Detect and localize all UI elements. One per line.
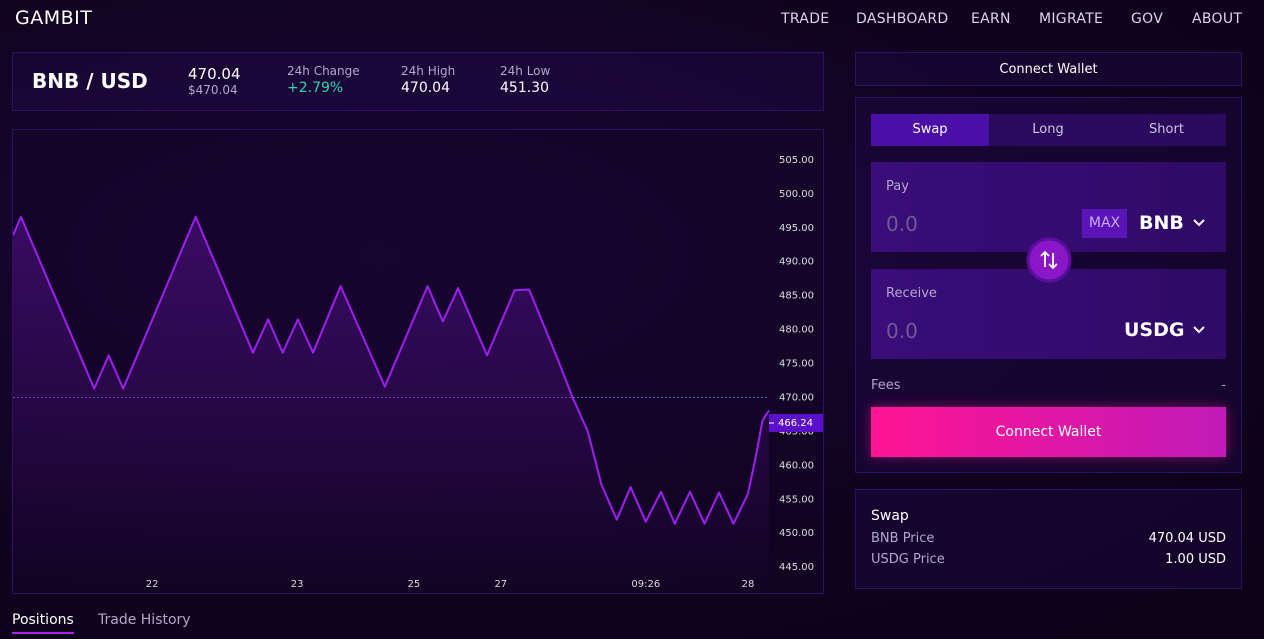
y-tick-label: 485.00 [779, 291, 814, 302]
fees-label: Fees [871, 378, 901, 393]
high: 470.04 [401, 80, 450, 96]
info-panel: Swap BNB Price 470.04 USD USDG Price 1.0… [855, 489, 1242, 589]
bottom-tab[interactable]: Positions [12, 612, 74, 634]
y-tick-label: 500.00 [779, 189, 814, 200]
price-line [13, 215, 770, 525]
change: +2.79% [287, 80, 344, 96]
y-tick-label: 450.00 [779, 528, 814, 539]
label: Receive [886, 286, 937, 301]
label: 24h Change [287, 64, 360, 78]
label: 24h Low [500, 64, 551, 78]
chevron [1193, 326, 1205, 334]
label: 24h High [401, 64, 456, 78]
current-price-box [769, 413, 823, 432]
swap-panel: Swap Long Short Pay 0.0 MAX BNB Receive … [855, 97, 1242, 473]
info-value: 1.00 USD [1165, 552, 1226, 567]
nav-link[interactable]: MIGRATE [1039, 11, 1104, 27]
receive-box: Receive 0.0 USDG [871, 269, 1226, 359]
max-button[interactable]: MAX [1082, 209, 1127, 238]
switch-button[interactable] [1026, 237, 1072, 283]
pay-input[interactable]: 0.0 [886, 212, 918, 236]
nav-link[interactable]: ABOUT [1192, 11, 1243, 27]
pair[interactable]: BNB / USD [32, 69, 148, 93]
connect-wallet[interactable]: Connect Wallet [855, 52, 1242, 86]
y-tick-label: 455.00 [779, 494, 814, 505]
fees-value: - [1221, 378, 1226, 393]
price-usd: $470.04 [188, 83, 238, 97]
info-value: 470.04 USD [1148, 531, 1226, 546]
low: 451.30 [500, 80, 549, 96]
pay-box: Pay 0.0 MAX BNB [871, 162, 1226, 252]
y-tick-label: 495.00 [779, 223, 814, 234]
tabs: Swap Long Short [871, 114, 1226, 146]
nav-link[interactable]: GOV [1131, 11, 1164, 27]
tab[interactable]: Short [1149, 122, 1184, 137]
y-tick-label: 460.00 [779, 460, 814, 471]
receive-input[interactable]: 0.0 [886, 319, 918, 343]
token-select[interactable]: USDG [1124, 319, 1185, 341]
info-label: BNB Price [871, 531, 935, 546]
token-select[interactable]: BNB [1139, 212, 1184, 234]
bottom-tab[interactable]: Trade History [98, 612, 191, 628]
y-tick-label: 480.00 [779, 325, 814, 336]
info-title: Swap [871, 508, 909, 524]
chart: 445.00450.00455.00460.00465.00470.00475.… [12, 129, 824, 594]
y-tick-label: 470.00 [779, 392, 814, 403]
y-tick-label: 505.00 [779, 155, 814, 166]
y-tick-label: 445.00 [779, 562, 814, 573]
label: Pay [886, 179, 909, 194]
ticker: BNB / USD 470.04 $470.04 24h Change +2.7… [12, 52, 824, 111]
nav-link[interactable]: DASHBOARD [856, 11, 949, 27]
tab[interactable]: Long [1032, 122, 1064, 137]
chevron [1193, 219, 1205, 227]
nav-link[interactable]: TRADE [781, 11, 830, 27]
brand[interactable]: GAMBIT [15, 7, 93, 29]
y-tick-label: 490.00 [779, 257, 814, 268]
current-price-label: 466.24 [778, 418, 813, 429]
nav-link[interactable]: EARN [971, 11, 1011, 27]
price: 470.04 [188, 65, 241, 83]
connect-button[interactable]: Connect Wallet [871, 407, 1226, 457]
info-label: USDG Price [871, 552, 945, 567]
area [13, 216, 769, 593]
tab[interactable]: Swap [871, 114, 989, 146]
y-tick-label: 475.00 [779, 359, 814, 370]
